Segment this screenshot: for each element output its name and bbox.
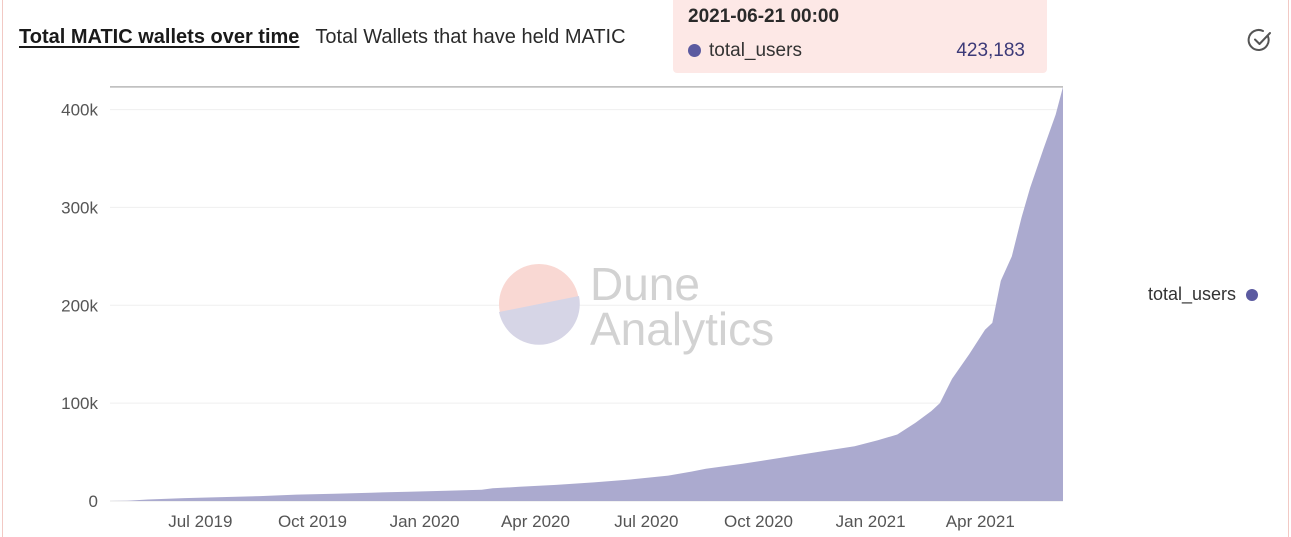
x-tick-label: Jul 2020 — [614, 512, 678, 531]
y-tick-label: 400k — [61, 101, 98, 120]
watermark-logo-bottom — [499, 296, 580, 345]
x-tick-label: Apr 2021 — [946, 512, 1015, 531]
chart-subtitle: Total Wallets that have held MATIC — [315, 26, 626, 48]
tooltip-series-dot — [688, 44, 701, 57]
check-circle-icon[interactable] — [1247, 27, 1273, 53]
x-tick-label: Apr 2020 — [501, 512, 570, 531]
y-axis-ticks: 0 100k 200k 300k 400k — [61, 101, 98, 511]
hover-tooltip: 2021-06-21 00:00 total_users 423,183 — [673, 0, 1047, 73]
y-tick-label: 200k — [61, 296, 98, 315]
dune-watermark: Dune Analytics — [499, 258, 774, 355]
watermark-text-analytics: Analytics — [590, 303, 774, 355]
tooltip-series-value: 423,183 — [956, 40, 1025, 61]
legend-item-total-users[interactable]: total_users — [1148, 284, 1258, 305]
chart-header: Total MATIC wallets over time Total Wall… — [19, 26, 626, 49]
tooltip-series-name: total_users — [709, 40, 802, 61]
x-tick-label: Oct 2020 — [724, 512, 793, 531]
x-tick-label: Jan 2020 — [390, 512, 460, 531]
x-tick-label: Jan 2021 — [836, 512, 906, 531]
tooltip-date: 2021-06-21 00:00 — [688, 6, 840, 27]
x-tick-label: Oct 2019 — [278, 512, 347, 531]
series-area-total-users[interactable] — [110, 86, 1063, 502]
legend-dot — [1246, 288, 1258, 301]
frame-border-left — [2, 0, 3, 537]
watermark-text-dune: Dune — [590, 258, 700, 310]
y-tick-label: 0 — [89, 492, 98, 511]
frame-border-right — [1288, 0, 1289, 537]
legend-label: total_users — [1147, 284, 1236, 304]
x-axis-ticks: Jul 2019 Oct 2019 Jan 2020 Apr 2020 Jul 2020… — [168, 512, 1015, 531]
chart-title-link[interactable]: Total MATIC wallets over time — [19, 26, 300, 48]
x-tick-label: Jul 2019 — [168, 512, 232, 531]
y-tick-label: 300k — [61, 198, 98, 217]
y-tick-label: 100k — [61, 394, 98, 413]
